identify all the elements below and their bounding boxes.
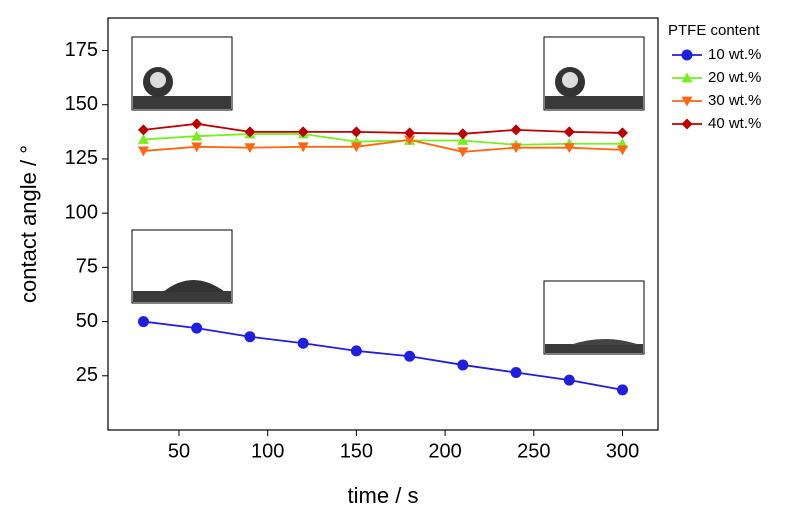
data-point	[297, 142, 309, 153]
data-point	[137, 146, 149, 157]
data-point	[617, 145, 629, 156]
data-point	[510, 124, 522, 136]
data-point	[404, 127, 416, 139]
series-line	[143, 320, 623, 391]
data-point	[191, 142, 203, 153]
data-point	[457, 359, 469, 371]
legend-marker	[681, 72, 693, 83]
legend-label: 10 wt.%	[708, 46, 761, 63]
legend-label: 30 wt.%	[708, 92, 761, 109]
y-tick-label: 125	[65, 147, 98, 169]
plot-frame	[107, 17, 659, 431]
data-point	[137, 316, 149, 328]
data-point	[191, 130, 203, 141]
data-point	[617, 127, 629, 139]
y-tick-label: 50	[76, 310, 98, 332]
data-point	[244, 331, 256, 343]
legend-marker	[681, 96, 693, 107]
data-point	[137, 124, 149, 136]
legend-label: 40 wt.%	[708, 115, 761, 132]
inset-photo	[543, 280, 645, 355]
series-line	[143, 133, 623, 146]
y-tick-label: 25	[76, 364, 98, 386]
x-axis-label: time / s	[348, 483, 419, 508]
series-line	[143, 122, 623, 135]
y-tick-label: 175	[65, 39, 98, 61]
data-point	[244, 126, 256, 138]
data-point	[457, 128, 469, 140]
inset-photo	[543, 36, 645, 111]
data-point	[244, 143, 256, 154]
data-point	[191, 118, 203, 130]
data-point	[350, 126, 362, 138]
series-line	[143, 138, 623, 153]
data-point	[404, 135, 416, 146]
data-point	[563, 374, 575, 386]
data-point	[457, 135, 469, 145]
legend-title: PTFE content	[668, 22, 761, 39]
data-point	[510, 367, 522, 379]
data-point	[617, 384, 629, 396]
data-point	[563, 126, 575, 138]
y-tick-label: 100	[65, 201, 98, 223]
data-point	[297, 337, 309, 349]
legend-label: 20 wt.%	[708, 69, 761, 86]
x-tick-label: 100	[251, 440, 284, 462]
y-tick-label: 150	[65, 93, 98, 115]
data-point	[191, 322, 203, 334]
x-tick-label: 300	[606, 440, 639, 462]
legend-marker	[681, 49, 693, 61]
inset-photo	[131, 36, 233, 111]
data-point	[350, 142, 362, 153]
x-tick-label: 200	[428, 440, 461, 462]
x-tick-label: 150	[340, 440, 373, 462]
data-point	[404, 350, 416, 362]
data-point	[137, 133, 149, 144]
data-point	[563, 143, 575, 154]
data-point	[297, 126, 309, 138]
legend-marker	[681, 118, 693, 130]
y-axis-label: contact angle / °	[16, 145, 41, 303]
x-tick-label: 250	[517, 440, 550, 462]
data-point	[510, 143, 522, 154]
y-tick-label: 75	[76, 256, 98, 278]
x-tick-label: 50	[168, 440, 190, 462]
data-point	[457, 147, 469, 158]
data-point	[350, 345, 362, 357]
inset-photo	[131, 229, 233, 304]
